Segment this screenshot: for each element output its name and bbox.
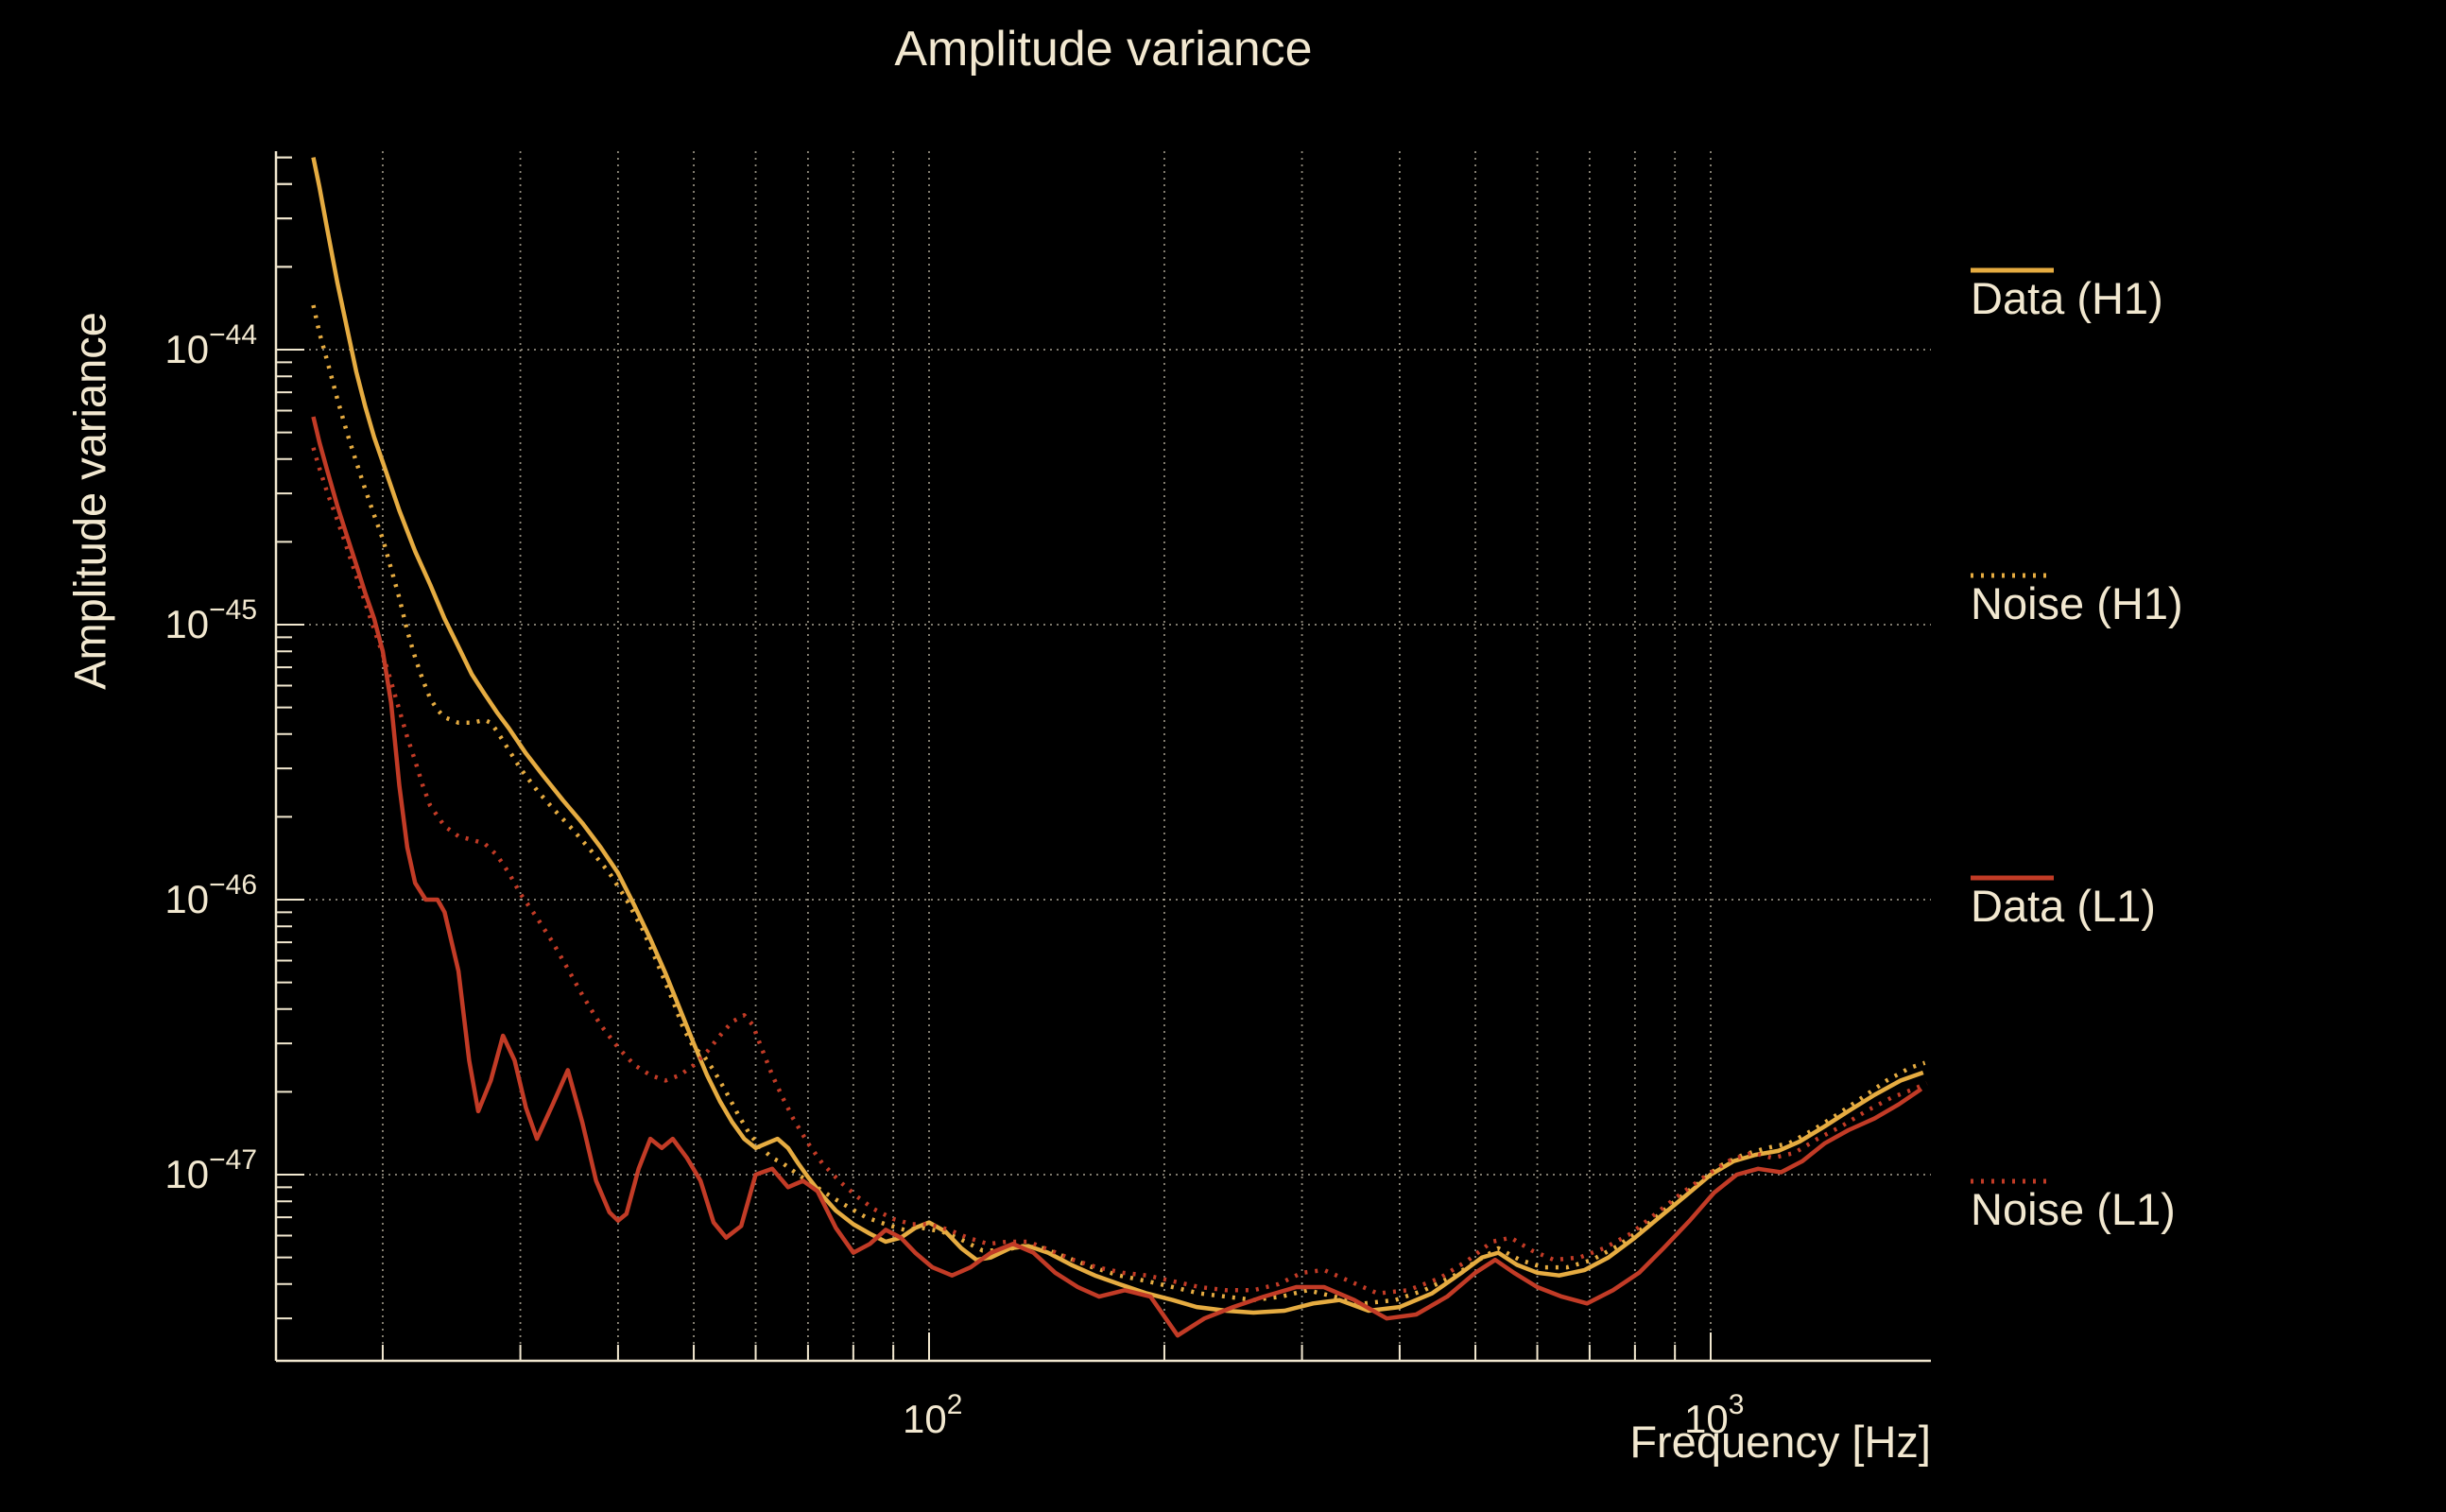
tick-labels: 10−44 10−45 10−46 10−47 102 103 <box>164 319 1744 1441</box>
legend-label: Data (L1) <box>1971 880 2156 931</box>
series <box>311 157 1928 1338</box>
legend-label: Noise (H1) <box>1971 577 2183 628</box>
tick-marks <box>276 156 1712 1361</box>
chart-title: Amplitude variance <box>894 22 1313 77</box>
tick-label: 103 <box>1684 1389 1744 1441</box>
legend-label: Noise (L1) <box>1971 1183 2176 1234</box>
legend-swatch-noise-l1 <box>1971 1178 2054 1184</box>
legend-item-data-l1: Data (L1) <box>1971 873 2156 937</box>
legend-label: Data (H1) <box>1971 272 2163 323</box>
tick-label: 10−46 <box>164 869 257 921</box>
legend-swatch-data-h1 <box>1971 267 2054 273</box>
tick-label: 10−45 <box>164 594 257 646</box>
tick-label: 10−47 <box>164 1144 257 1196</box>
axes-spines <box>274 151 1931 1363</box>
legend-item-noise-l1: Noise (L1) <box>1971 1177 2176 1241</box>
legend-swatch-noise-h1 <box>1971 573 2054 578</box>
y-axis-label: Amplitude variance <box>64 312 115 690</box>
data-h1-curve <box>311 157 1924 1315</box>
legend-item-noise-h1: Noise (H1) <box>1971 571 2183 635</box>
gridlines <box>276 151 1931 1361</box>
data-l1-curve <box>311 416 1923 1338</box>
x-axis-label: Frequency [Hz] <box>1629 1417 1931 1467</box>
legend-swatch-data-l1 <box>1971 875 2054 881</box>
noise-l1-curve <box>311 447 1928 1296</box>
tick-label: 102 <box>903 1389 962 1441</box>
noise-h1-curve <box>311 304 1926 1306</box>
legend-item-data-h1: Data (H1) <box>1971 266 2163 330</box>
tick-label: 10−44 <box>164 319 257 371</box>
